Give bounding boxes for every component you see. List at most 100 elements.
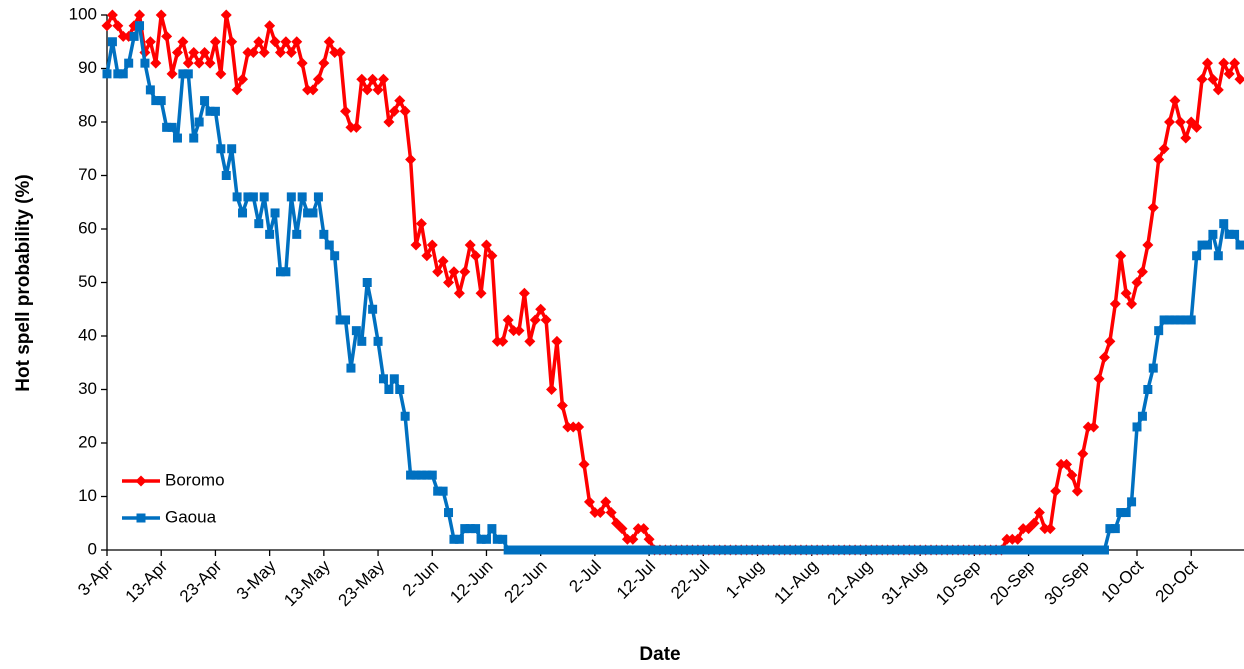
data-point: [774, 545, 784, 555]
data-point: [189, 133, 199, 143]
data-point: [183, 69, 193, 79]
data-point: [1033, 507, 1045, 519]
x-tick-label: 13-May: [280, 556, 334, 610]
data-point: [421, 250, 433, 262]
data-point: [464, 239, 476, 251]
data-point: [188, 46, 200, 58]
data-point: [1158, 143, 1170, 155]
data-point: [720, 545, 730, 555]
data-point: [292, 229, 302, 239]
data-point: [324, 240, 334, 250]
data-point: [1120, 287, 1132, 299]
data-point: [281, 267, 291, 277]
data-point: [1040, 545, 1050, 555]
data-point: [1088, 421, 1100, 433]
data-point: [144, 36, 156, 48]
data-point: [475, 287, 487, 299]
data-point: [1213, 251, 1223, 261]
data-point: [1029, 545, 1039, 555]
data-point: [677, 545, 687, 555]
data-point: [655, 545, 665, 555]
data-point: [312, 73, 324, 85]
x-tick-label: 3-Apr: [74, 556, 117, 599]
data-point: [1143, 385, 1153, 394]
data-point: [135, 21, 145, 31]
data-point: [1235, 240, 1244, 250]
x-tick-label: 11-Aug: [770, 557, 821, 608]
data-point: [975, 545, 985, 555]
data-point: [243, 192, 253, 202]
data-point: [1191, 121, 1203, 133]
data-point: [583, 496, 595, 508]
data-point: [801, 545, 811, 555]
data-point: [616, 523, 628, 535]
x-tick-label: 22-Jun: [500, 557, 550, 607]
data-point: [118, 69, 128, 79]
data-point: [1196, 73, 1208, 85]
series-line: [105, 13, 1242, 552]
data-point: [823, 545, 833, 555]
data-point: [1142, 239, 1154, 251]
data-point: [182, 57, 194, 69]
data-point: [1007, 545, 1017, 555]
data-point: [579, 545, 589, 555]
data-point: [1147, 202, 1159, 214]
data-point: [1148, 363, 1158, 373]
data-point: [231, 84, 243, 96]
data-point: [931, 545, 941, 555]
data-point: [1154, 326, 1164, 336]
data-point: [525, 545, 535, 555]
data-point: [378, 374, 388, 384]
data-point: [406, 470, 416, 480]
data-point: [969, 545, 979, 555]
data-point: [627, 533, 639, 545]
data-point: [465, 524, 475, 534]
data-point: [556, 400, 568, 412]
data-point: [438, 486, 448, 496]
data-point: [568, 545, 578, 555]
data-point: [487, 524, 497, 534]
data-point: [1234, 73, 1244, 85]
data-point: [942, 545, 952, 555]
data-point: [883, 545, 893, 555]
data-point: [106, 9, 118, 21]
data-point: [107, 37, 117, 47]
data-point: [1012, 533, 1024, 545]
data-point: [1132, 422, 1142, 432]
data-point: [839, 545, 849, 555]
data-point: [1212, 84, 1224, 96]
data-point: [259, 192, 269, 202]
data-point: [155, 9, 167, 21]
data-point: [1078, 545, 1088, 555]
data-point: [166, 68, 178, 80]
data-point: [715, 545, 725, 555]
data-point: [1165, 315, 1175, 325]
data-point: [926, 545, 936, 555]
y-tick-label: 90: [78, 58, 97, 77]
data-point: [1067, 545, 1077, 555]
data-point: [1121, 508, 1131, 518]
x-tick-label: 3-May: [233, 556, 280, 603]
data-point: [1136, 266, 1148, 278]
data-point: [742, 545, 752, 555]
data-point: [557, 545, 567, 555]
x-tick-label: 23-Apr: [176, 556, 226, 606]
data-point: [480, 239, 492, 251]
data-point: [540, 314, 552, 326]
x-tick-label: 23-May: [335, 556, 389, 610]
data-point: [1066, 469, 1078, 481]
data-point: [1071, 485, 1083, 497]
data-point: [1223, 68, 1235, 80]
data-point: [113, 69, 123, 79]
data-point: [1093, 373, 1105, 385]
data-point: [313, 192, 323, 202]
data-point: [280, 36, 292, 48]
data-point: [594, 507, 606, 519]
data-point: [590, 545, 600, 555]
data-point: [167, 122, 177, 132]
data-point: [1099, 545, 1109, 555]
data-point: [395, 385, 405, 394]
data-point: [790, 545, 800, 555]
data-point: [150, 57, 162, 69]
data-point: [384, 385, 394, 394]
